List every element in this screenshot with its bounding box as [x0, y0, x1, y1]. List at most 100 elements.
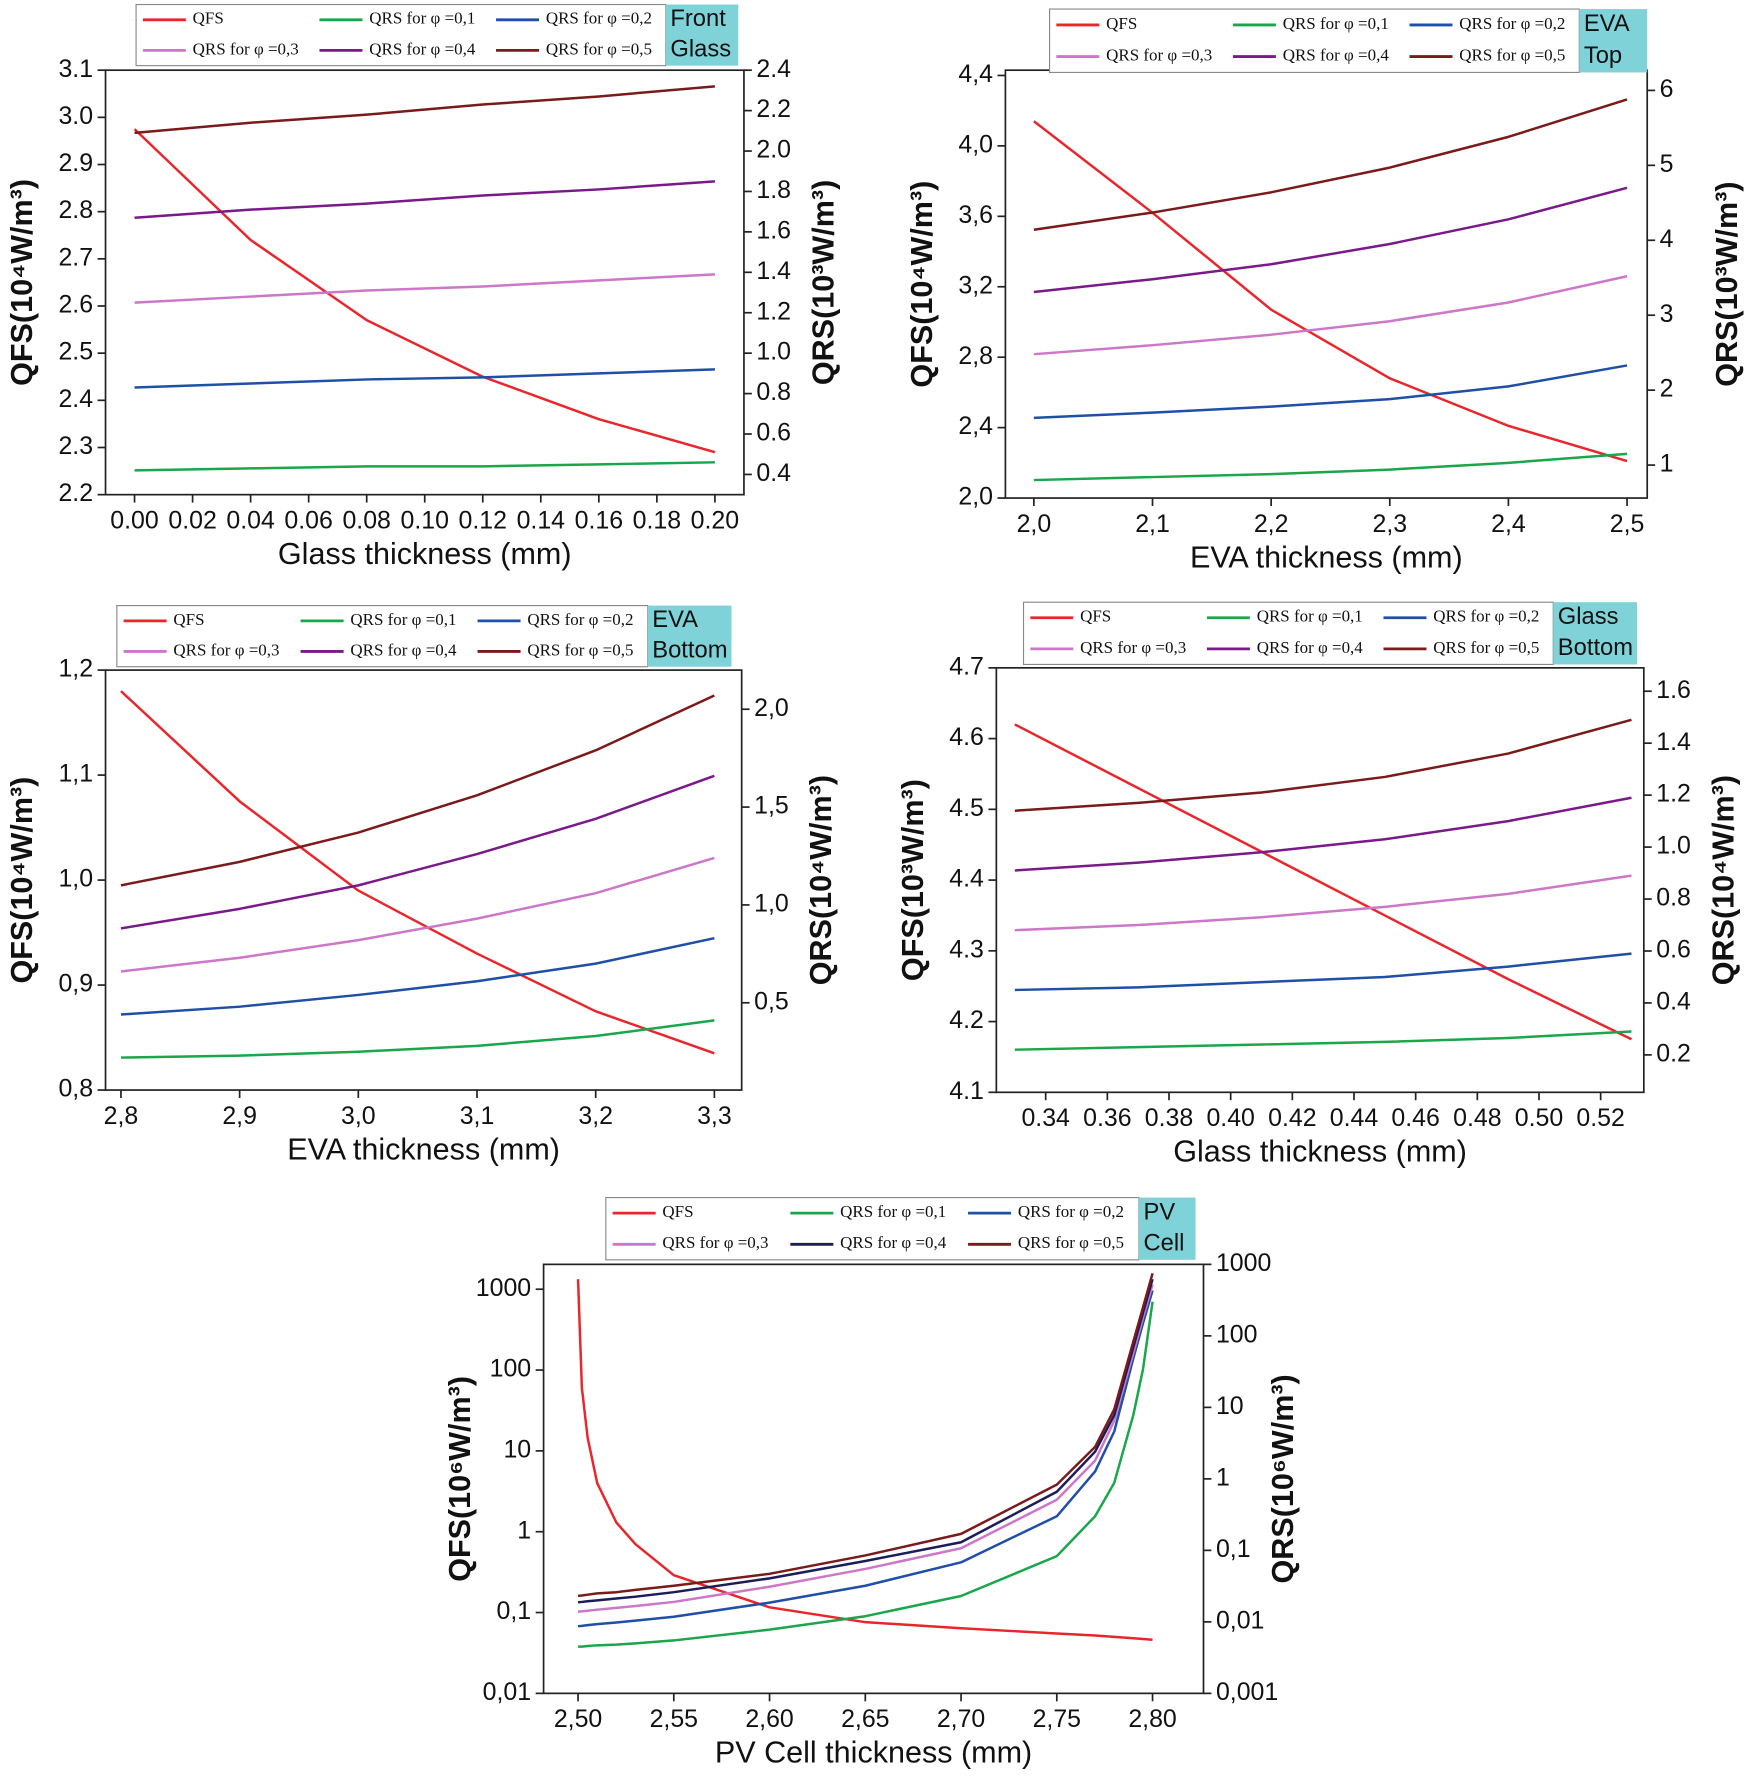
legend-label: QRS for φ =0,4	[350, 640, 457, 659]
y-tick-label: 2.8	[58, 196, 93, 224]
y2-tick-label: 0.4	[756, 459, 791, 487]
x-tick-label: 2,2	[1254, 510, 1289, 538]
legend-label: QRS for φ =0,5	[1018, 1233, 1124, 1252]
y2-tick-label: 1.4	[1656, 728, 1691, 756]
y2-tick-label: 1.0	[1656, 832, 1691, 860]
x-tick-label: 2,5	[1610, 510, 1645, 538]
x-tick-label: 2,50	[554, 1705, 602, 1733]
series-line	[120, 694, 715, 887]
y2-tick-label: 0.6	[756, 419, 791, 447]
x-tick-label: 0.18	[633, 506, 681, 534]
y-tick-label: 1,1	[58, 760, 93, 788]
series-line	[577, 1272, 1154, 1598]
plot-frame	[104, 669, 743, 1091]
legend-label: QFS	[1080, 607, 1111, 626]
x-tick-label: 0.34	[1021, 1104, 1070, 1132]
y-tick-label: 0,9	[58, 970, 93, 998]
y-tick-label: 4.2	[949, 1006, 984, 1034]
y-tick-label: 1,0	[58, 865, 93, 893]
legend-box	[135, 3, 667, 67]
series-line	[576, 1279, 1153, 1642]
y-tick-label: 2.3	[58, 432, 93, 460]
series-line	[120, 690, 715, 1055]
y2-tick-label: 1.0	[756, 338, 791, 366]
legend-label: QRS for φ =0,4	[840, 1233, 947, 1252]
series-line	[577, 1290, 1154, 1628]
y-tick-label: 0,8	[58, 1075, 93, 1103]
series-line	[1033, 275, 1628, 356]
y2-axis-title: QRS(10⁶W/m³)	[1266, 1374, 1300, 1583]
x-tick-label: 2,8	[104, 1102, 139, 1130]
y2-tick-label: 1.2	[1656, 780, 1691, 808]
chart: 0.00 0.02 0.04 0.06 0.08 0.10 0.12 0.14 0.16 0.18…	[5, 3, 841, 571]
series-line	[1033, 186, 1628, 294]
y-tick-label: 2,0	[958, 483, 993, 511]
x-tick-label: 3,1	[460, 1102, 495, 1130]
legend-label: QRS for φ =0,4	[369, 39, 476, 58]
y-tick-label: 4,0	[958, 130, 993, 158]
y-tick-label: 2.7	[58, 243, 93, 271]
legend-label: QFS	[1106, 14, 1137, 33]
y2-tick-label: 0.8	[1656, 884, 1691, 912]
x-tick-label: 0.14	[517, 506, 566, 534]
annotation: Bottom	[652, 637, 727, 664]
x-tick-label: 2,4	[1491, 510, 1526, 538]
x-tick-label: 0.38	[1145, 1104, 1193, 1132]
legend-box	[1022, 601, 1554, 666]
legend-label: QRS for φ =0,1	[840, 1202, 946, 1221]
series-line	[134, 368, 715, 389]
y-tick-label: 4.5	[949, 794, 984, 822]
y-tick-label: 3,6	[958, 201, 993, 229]
x-tick-label: 0.52	[1576, 1104, 1624, 1132]
y-tick-label: 4,4	[958, 60, 993, 88]
y2-tick-label: 1	[1216, 1463, 1230, 1491]
y2-tick-label: 0,001	[1216, 1678, 1278, 1706]
y2-tick-label: 1,0	[754, 890, 789, 918]
legend-label: QFS	[662, 1202, 693, 1221]
series-line	[134, 180, 715, 219]
x-tick-label: 0.42	[1268, 1104, 1316, 1132]
series-line	[134, 461, 715, 472]
legend-label: QRS for φ =0,3	[662, 1233, 768, 1252]
legend-label: QRS for φ =0,4	[1257, 638, 1364, 657]
y2-axis-title: QRS(10⁴W/m³)	[1706, 775, 1740, 985]
y2-axis-title: QRS(10⁴W/m³)	[804, 775, 838, 985]
legend-label: QRS for φ =0,4	[1283, 45, 1390, 64]
annotation: Glass	[1558, 603, 1619, 630]
y2-tick-label: 1.4	[756, 257, 791, 285]
x-tick-label: 3,0	[341, 1102, 376, 1130]
annotation-box	[1553, 602, 1638, 665]
y-tick-label: 1	[517, 1516, 531, 1544]
x-tick-label: 0.48	[1453, 1104, 1501, 1132]
y2-tick-label: 2.4	[756, 55, 791, 83]
x-tick-label: 2,3	[1372, 510, 1407, 538]
x-tick-label: 2,65	[841, 1705, 889, 1733]
annotation-box	[647, 605, 732, 667]
series-line	[120, 1019, 715, 1059]
series-line	[1014, 796, 1632, 872]
y-tick-label: 4.1	[949, 1077, 984, 1105]
y-tick-label: 0,01	[483, 1678, 531, 1706]
legend-label: QRS for φ =0,5	[546, 39, 652, 58]
x-tick-label: 2,70	[937, 1705, 985, 1733]
annotation: EVA	[1584, 10, 1630, 37]
series-line	[120, 856, 715, 973]
x-axis-title: PV Cell thickness (mm)	[715, 1736, 1032, 1770]
y-axis-title: QFS(10⁴W/m³)	[5, 777, 39, 984]
y-tick-label: 4.7	[949, 652, 984, 680]
x-tick-label: 2,60	[745, 1705, 793, 1733]
y2-tick-label: 2.2	[756, 95, 791, 123]
x-tick-label: 0.16	[575, 506, 623, 534]
y-tick-label: 4.6	[949, 723, 984, 751]
x-tick-label: 0.12	[459, 506, 507, 534]
legend-label: QRS for φ =0,3	[193, 39, 299, 58]
y2-tick-label: 2,0	[754, 694, 789, 722]
series-line	[577, 1284, 1154, 1613]
plot-frame	[995, 666, 1645, 1094]
series-line	[1014, 874, 1632, 932]
x-axis-title: Glass thickness (mm)	[278, 537, 572, 571]
x-tick-label: 0.20	[691, 506, 739, 534]
legend-label: QRS for φ =0,3	[173, 640, 279, 659]
y2-tick-label: 0,01	[1216, 1606, 1264, 1634]
x-tick-label: 2,1	[1135, 510, 1170, 538]
